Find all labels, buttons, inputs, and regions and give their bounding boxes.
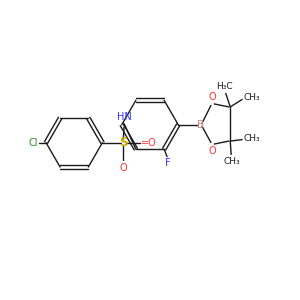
Text: S: S <box>119 136 128 149</box>
Text: O: O <box>208 146 216 155</box>
Text: =O: =O <box>141 138 157 148</box>
Text: HN: HN <box>117 112 131 122</box>
Text: B: B <box>197 120 204 130</box>
Text: CH₃: CH₃ <box>224 158 240 166</box>
Text: CH₃: CH₃ <box>244 134 260 142</box>
Text: F: F <box>165 158 170 168</box>
Text: O: O <box>208 92 216 102</box>
Text: O: O <box>119 164 127 173</box>
Text: H₃C: H₃C <box>216 82 232 91</box>
Text: CH₃: CH₃ <box>244 94 260 103</box>
Text: Cl: Cl <box>28 138 38 148</box>
